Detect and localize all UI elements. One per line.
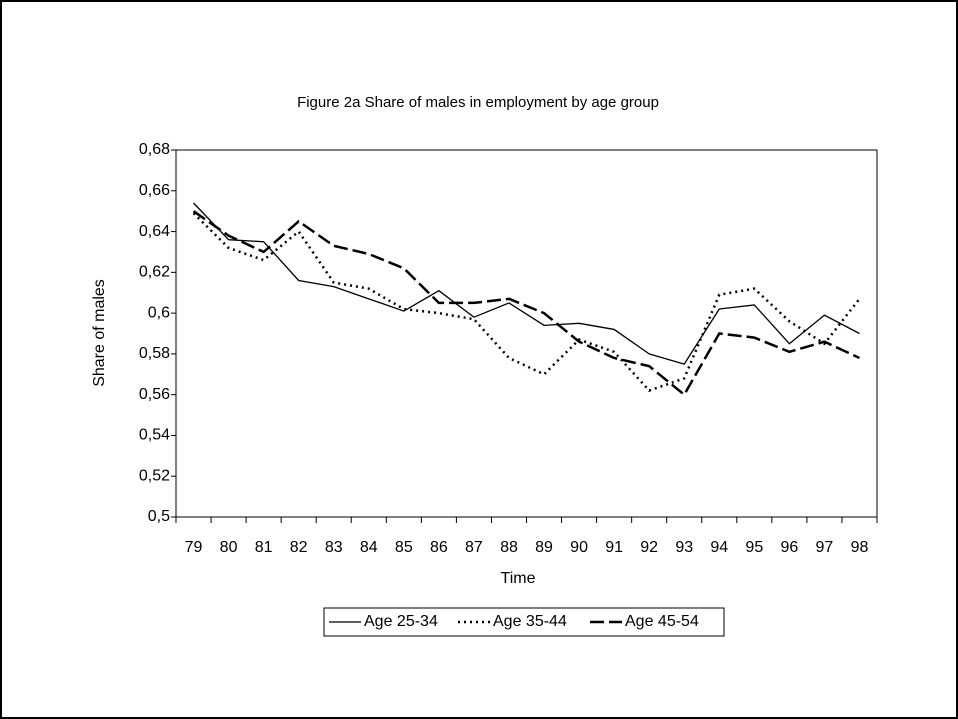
x-tick-label: 84: [360, 539, 378, 556]
y-tick-label: 0,62: [139, 264, 170, 281]
x-tick-label: 85: [395, 539, 413, 556]
x-tick-label: 80: [220, 539, 238, 556]
x-tick-label: 79: [185, 539, 203, 556]
x-tick-label: 93: [675, 539, 693, 556]
x-tick-label: 89: [535, 539, 553, 556]
y-tick-label: 0,64: [139, 223, 170, 240]
y-tick-label: 0,6: [148, 304, 170, 321]
chart-title: Figure 2a Share of males in employment b…: [297, 94, 659, 111]
x-tick-label: 94: [710, 539, 728, 556]
x-tick-label: 90: [570, 539, 588, 556]
x-tick-label: 91: [605, 539, 623, 556]
x-tick-label: 95: [745, 539, 763, 556]
series-line: [192, 212, 861, 393]
y-tick-label: 0,66: [139, 182, 170, 199]
y-tick-label: 0,54: [139, 427, 170, 444]
y-tick-label: 0,58: [139, 345, 170, 362]
x-tick-label: 87: [465, 539, 483, 556]
y-tick-label: 0,5: [148, 508, 170, 525]
y-tick-label: 0,56: [139, 386, 170, 403]
x-tick-label: 92: [640, 539, 658, 556]
x-tick-label: 83: [325, 539, 343, 556]
legend-box: [323, 607, 725, 637]
x-tick-label: 98: [851, 539, 869, 556]
y-tick-label: 0,68: [139, 141, 170, 158]
x-tick-label: 97: [816, 539, 834, 556]
x-tick-label: 96: [780, 539, 798, 556]
x-tick-label: 88: [500, 539, 518, 556]
x-axis-label: Time: [501, 570, 536, 587]
series-line: [193, 202, 860, 365]
y-tick-label: 0,52: [139, 467, 170, 484]
x-tick-label: 82: [290, 539, 308, 556]
x-tick-label: 86: [430, 539, 448, 556]
series-line: [192, 210, 861, 397]
legend-label: Age 25-34: [364, 613, 438, 630]
x-tick-label: 81: [255, 539, 273, 556]
legend-label: Age 45-54: [625, 613, 699, 630]
legend-label: Age 35-44: [493, 613, 567, 630]
y-axis-label: Share of males: [91, 279, 108, 387]
